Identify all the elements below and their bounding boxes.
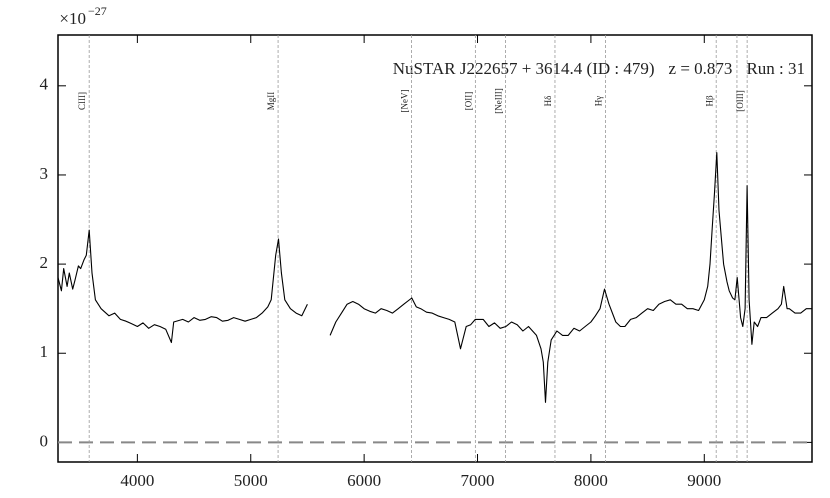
emission-line-label: [OII] [463,92,473,111]
y-tick-label: 4 [40,75,49,94]
x-tick-label: 5000 [234,471,268,490]
x-tick-label: 7000 [461,471,495,490]
annotation-name: NuSTAR J222657 + 3614.4 (ID : 479) [393,59,655,78]
y-scale-base: ×10 [59,9,86,28]
x-tick-label: 8000 [574,471,608,490]
annotation-z: z = 0.873 [669,59,733,78]
spectrum-line [57,152,812,403]
emission-line-label: MgII [266,92,276,111]
x-tick-label: 4000 [120,471,154,490]
emission-line-label: CIII] [77,92,87,110]
emission-line-label: [OIII] [735,90,745,112]
x-tick-label: 9000 [687,471,721,490]
emission-line-label: [NeV] [399,90,409,113]
emission-line-label: Hδ [543,96,553,107]
annotation: NuSTAR J222657 + 3614.4 (ID : 479) z = 0.… [393,59,805,78]
y-scale-exponent: −27 [88,4,107,18]
y-tick-label: 1 [40,342,49,361]
y-tick-label: 2 [40,253,49,272]
emission-line-label: Hβ [704,95,714,106]
y-tick-label: 0 [40,431,49,450]
annotation-run: Run : 31 [746,59,805,78]
y-scale-label: ×10 −27 [59,4,106,28]
x-tick-label: 6000 [347,471,381,490]
y-tick-label: 3 [40,164,49,183]
plot-frame [57,34,813,463]
emission-line-label: Hγ [594,96,604,106]
emission-line-label: [NeIII] [494,88,504,113]
